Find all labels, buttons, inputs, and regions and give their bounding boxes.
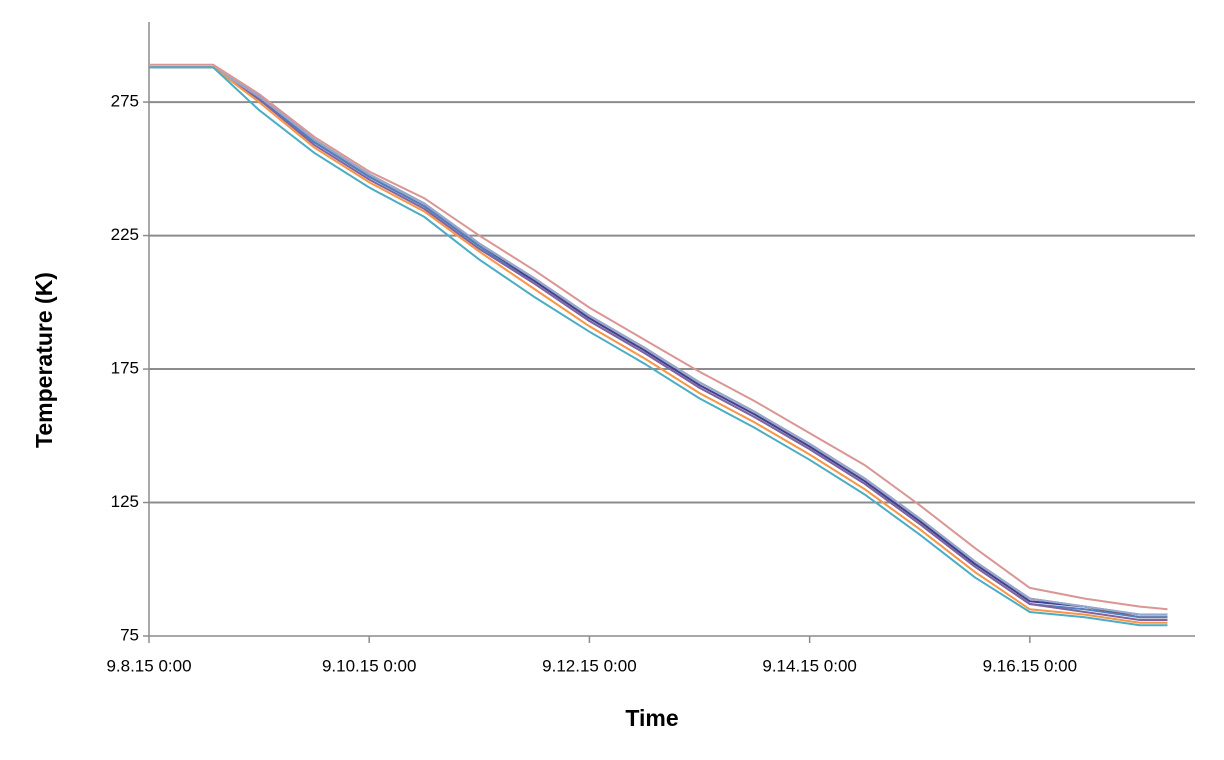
x-tick-label: 9.12.15 0:00 [542, 656, 637, 675]
y-axis-title: Temperature (K) [31, 272, 57, 448]
series-line [149, 66, 1168, 627]
x-axis-title: Time [625, 705, 678, 731]
series-line [149, 66, 1168, 624]
x-tick-label: 9.10.15 0:00 [322, 656, 417, 675]
series-line [149, 63, 1168, 611]
x-tick-label: 9.8.15 0:00 [106, 656, 191, 675]
y-tick-label: 275 [111, 92, 139, 111]
x-tick-label: 9.14.15 0:00 [762, 656, 857, 675]
series-line [149, 66, 1168, 616]
series-line [149, 66, 1168, 619]
series-line [149, 66, 1168, 619]
series-line [149, 66, 1168, 616]
y-tick-label: 175 [111, 359, 139, 378]
y-tick-label: 225 [111, 225, 139, 244]
x-tick-label: 9.16.15 0:00 [983, 656, 1078, 675]
y-tick-label: 125 [111, 492, 139, 511]
series-line [149, 66, 1168, 621]
y-tick-label: 75 [120, 625, 139, 644]
